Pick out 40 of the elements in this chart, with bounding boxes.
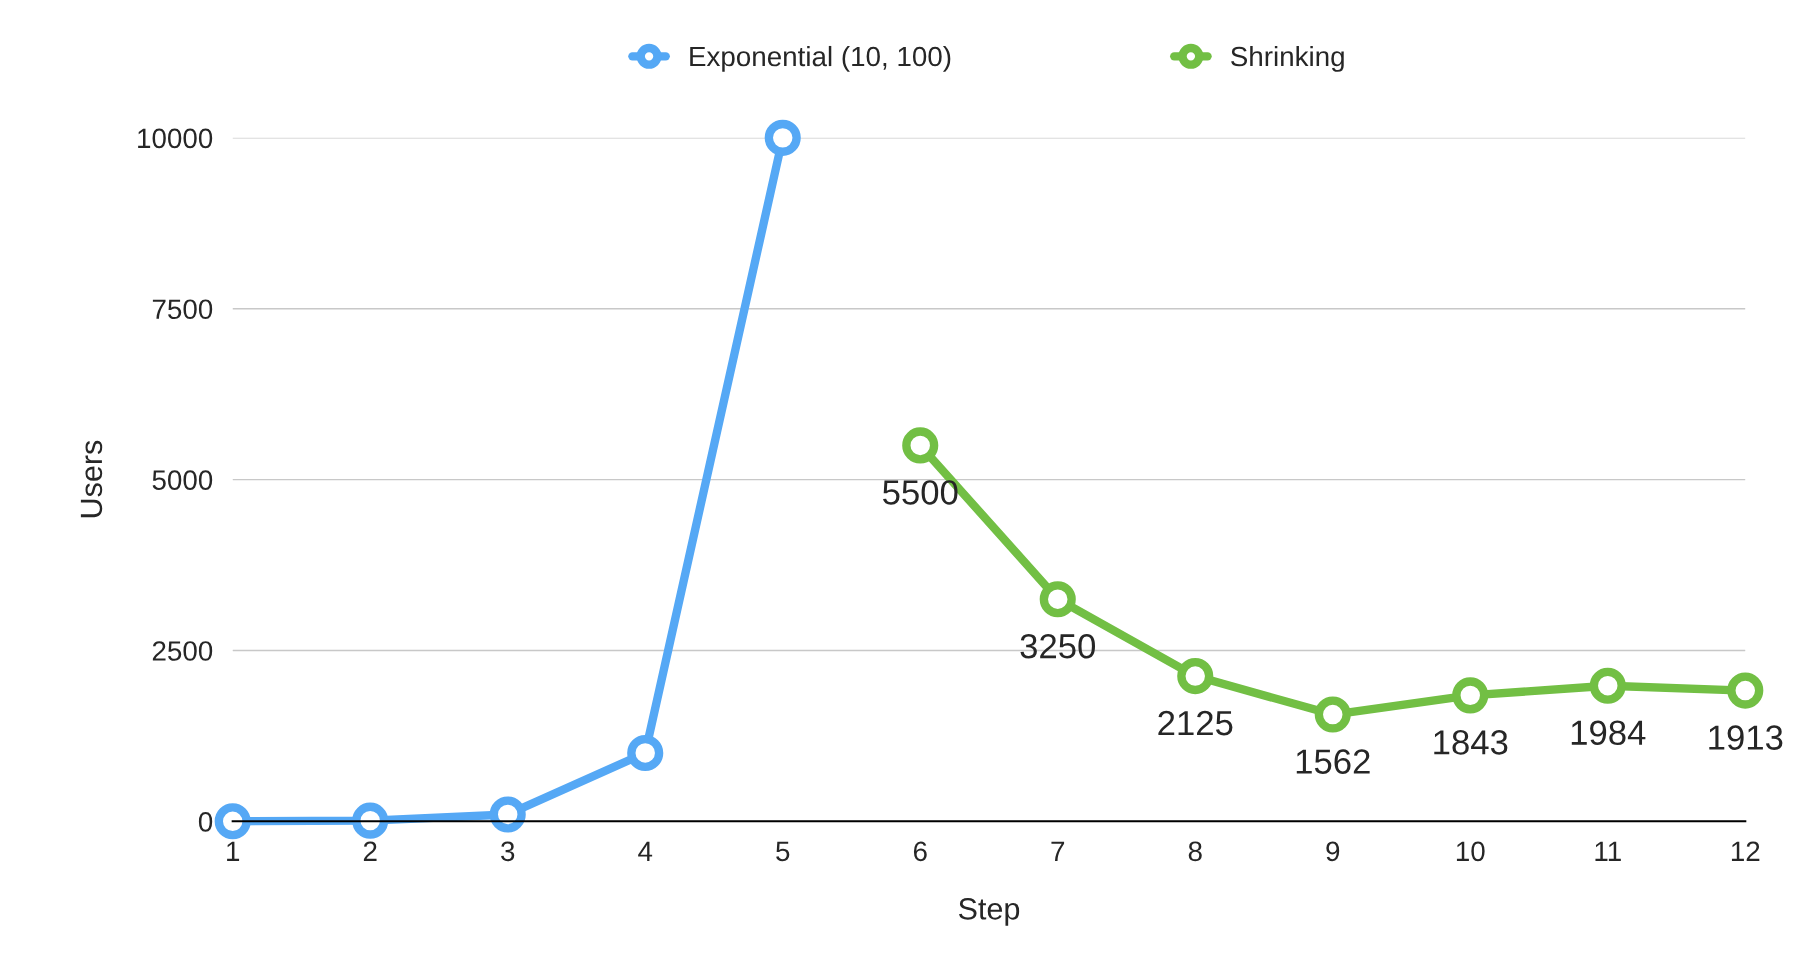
x-tick-label: 7: [1051, 841, 1065, 861]
x-axis-title: Step: [958, 898, 1020, 926]
y-axis-title: Users: [80, 440, 103, 518]
x-tick-label: 1: [227, 841, 240, 861]
data-label: 1562: [1296, 749, 1370, 774]
point: [1452, 677, 1489, 714]
point: [1314, 696, 1351, 733]
data-label: 5500: [883, 480, 958, 505]
x-tick-label: 11: [1595, 841, 1621, 861]
legend-label: Shrinking: [1231, 45, 1344, 72]
x-tick-label: 3: [501, 841, 515, 862]
point: [902, 427, 939, 464]
point: [214, 803, 251, 840]
x-tick-label: 10: [1456, 841, 1485, 862]
x-tick-label: 6: [913, 841, 927, 862]
point: [1039, 581, 1076, 618]
data-label: 1843: [1434, 730, 1508, 755]
x-tick-label: 8: [1188, 841, 1202, 862]
point: [1727, 672, 1764, 709]
y-tick-label: 10000: [138, 128, 213, 149]
legend-label: Exponential (10, 100): [690, 45, 951, 72]
point: [489, 796, 526, 833]
y-tick-label: 2500: [152, 641, 213, 661]
y-tick-label: 7500: [152, 299, 213, 320]
y-tick-label: 0: [198, 812, 213, 832]
x-tick-label: 5: [776, 841, 790, 862]
x-tick-label: 9: [1326, 841, 1340, 862]
data-label: 2125: [1158, 710, 1233, 736]
point: [627, 734, 664, 772]
y-tick-label: 5000: [152, 470, 213, 490]
data-label: 1913: [1709, 725, 1783, 750]
data-label: 3250: [1020, 633, 1096, 659]
data-label: 1984: [1571, 720, 1646, 746]
point: [1589, 667, 1626, 704]
x-tick-label: 2: [363, 841, 377, 861]
x-tick-label: 12: [1731, 841, 1760, 861]
x-tick-label: 4: [638, 841, 653, 861]
point: [352, 802, 389, 839]
point: [764, 119, 801, 156]
point: [1177, 658, 1214, 695]
